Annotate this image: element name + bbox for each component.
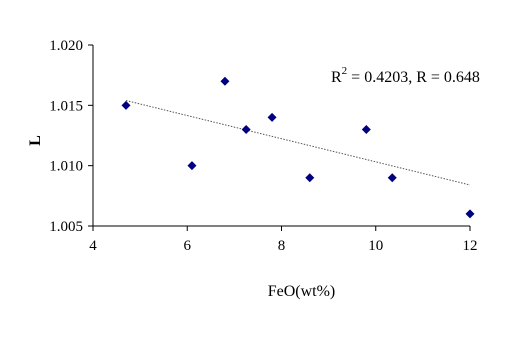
data-point (465, 209, 475, 219)
annotation-values: = 0.4203, R = 0.648 (347, 69, 480, 86)
x-tick-label: 10 (368, 238, 383, 254)
annotation-exponent: 2 (342, 65, 348, 77)
data-point (121, 100, 131, 110)
regression-annotation: R2 = 0.4203, R = 0.648 (331, 65, 480, 86)
y-tick-label: 1.010 (49, 159, 83, 175)
x-tick-label: 6 (184, 238, 192, 254)
data-point (305, 173, 315, 183)
data-point (267, 112, 277, 122)
tick-labels: 4 6 8 10 12 1.005 1.010 1.015 1.020 (49, 38, 477, 254)
x-axis-title: FeO(wt%) (268, 283, 336, 300)
data-points (121, 76, 475, 219)
y-tick-label: 1.005 (49, 219, 83, 235)
data-point (220, 76, 230, 86)
annotation-r: R (331, 69, 342, 86)
y-axis-title: L (27, 135, 44, 146)
data-point (361, 124, 371, 134)
axes (88, 44, 471, 231)
trendline-layer (125, 100, 471, 186)
x-tick-label: 8 (278, 238, 286, 254)
x-tick-label: 12 (463, 238, 478, 254)
y-tick-label: 1.020 (49, 38, 83, 54)
trendline (125, 100, 471, 186)
data-point (187, 161, 197, 171)
data-point (387, 173, 397, 183)
x-tick-label: 4 (89, 238, 97, 254)
data-point (241, 124, 251, 134)
y-tick-label: 1.015 (49, 98, 83, 114)
